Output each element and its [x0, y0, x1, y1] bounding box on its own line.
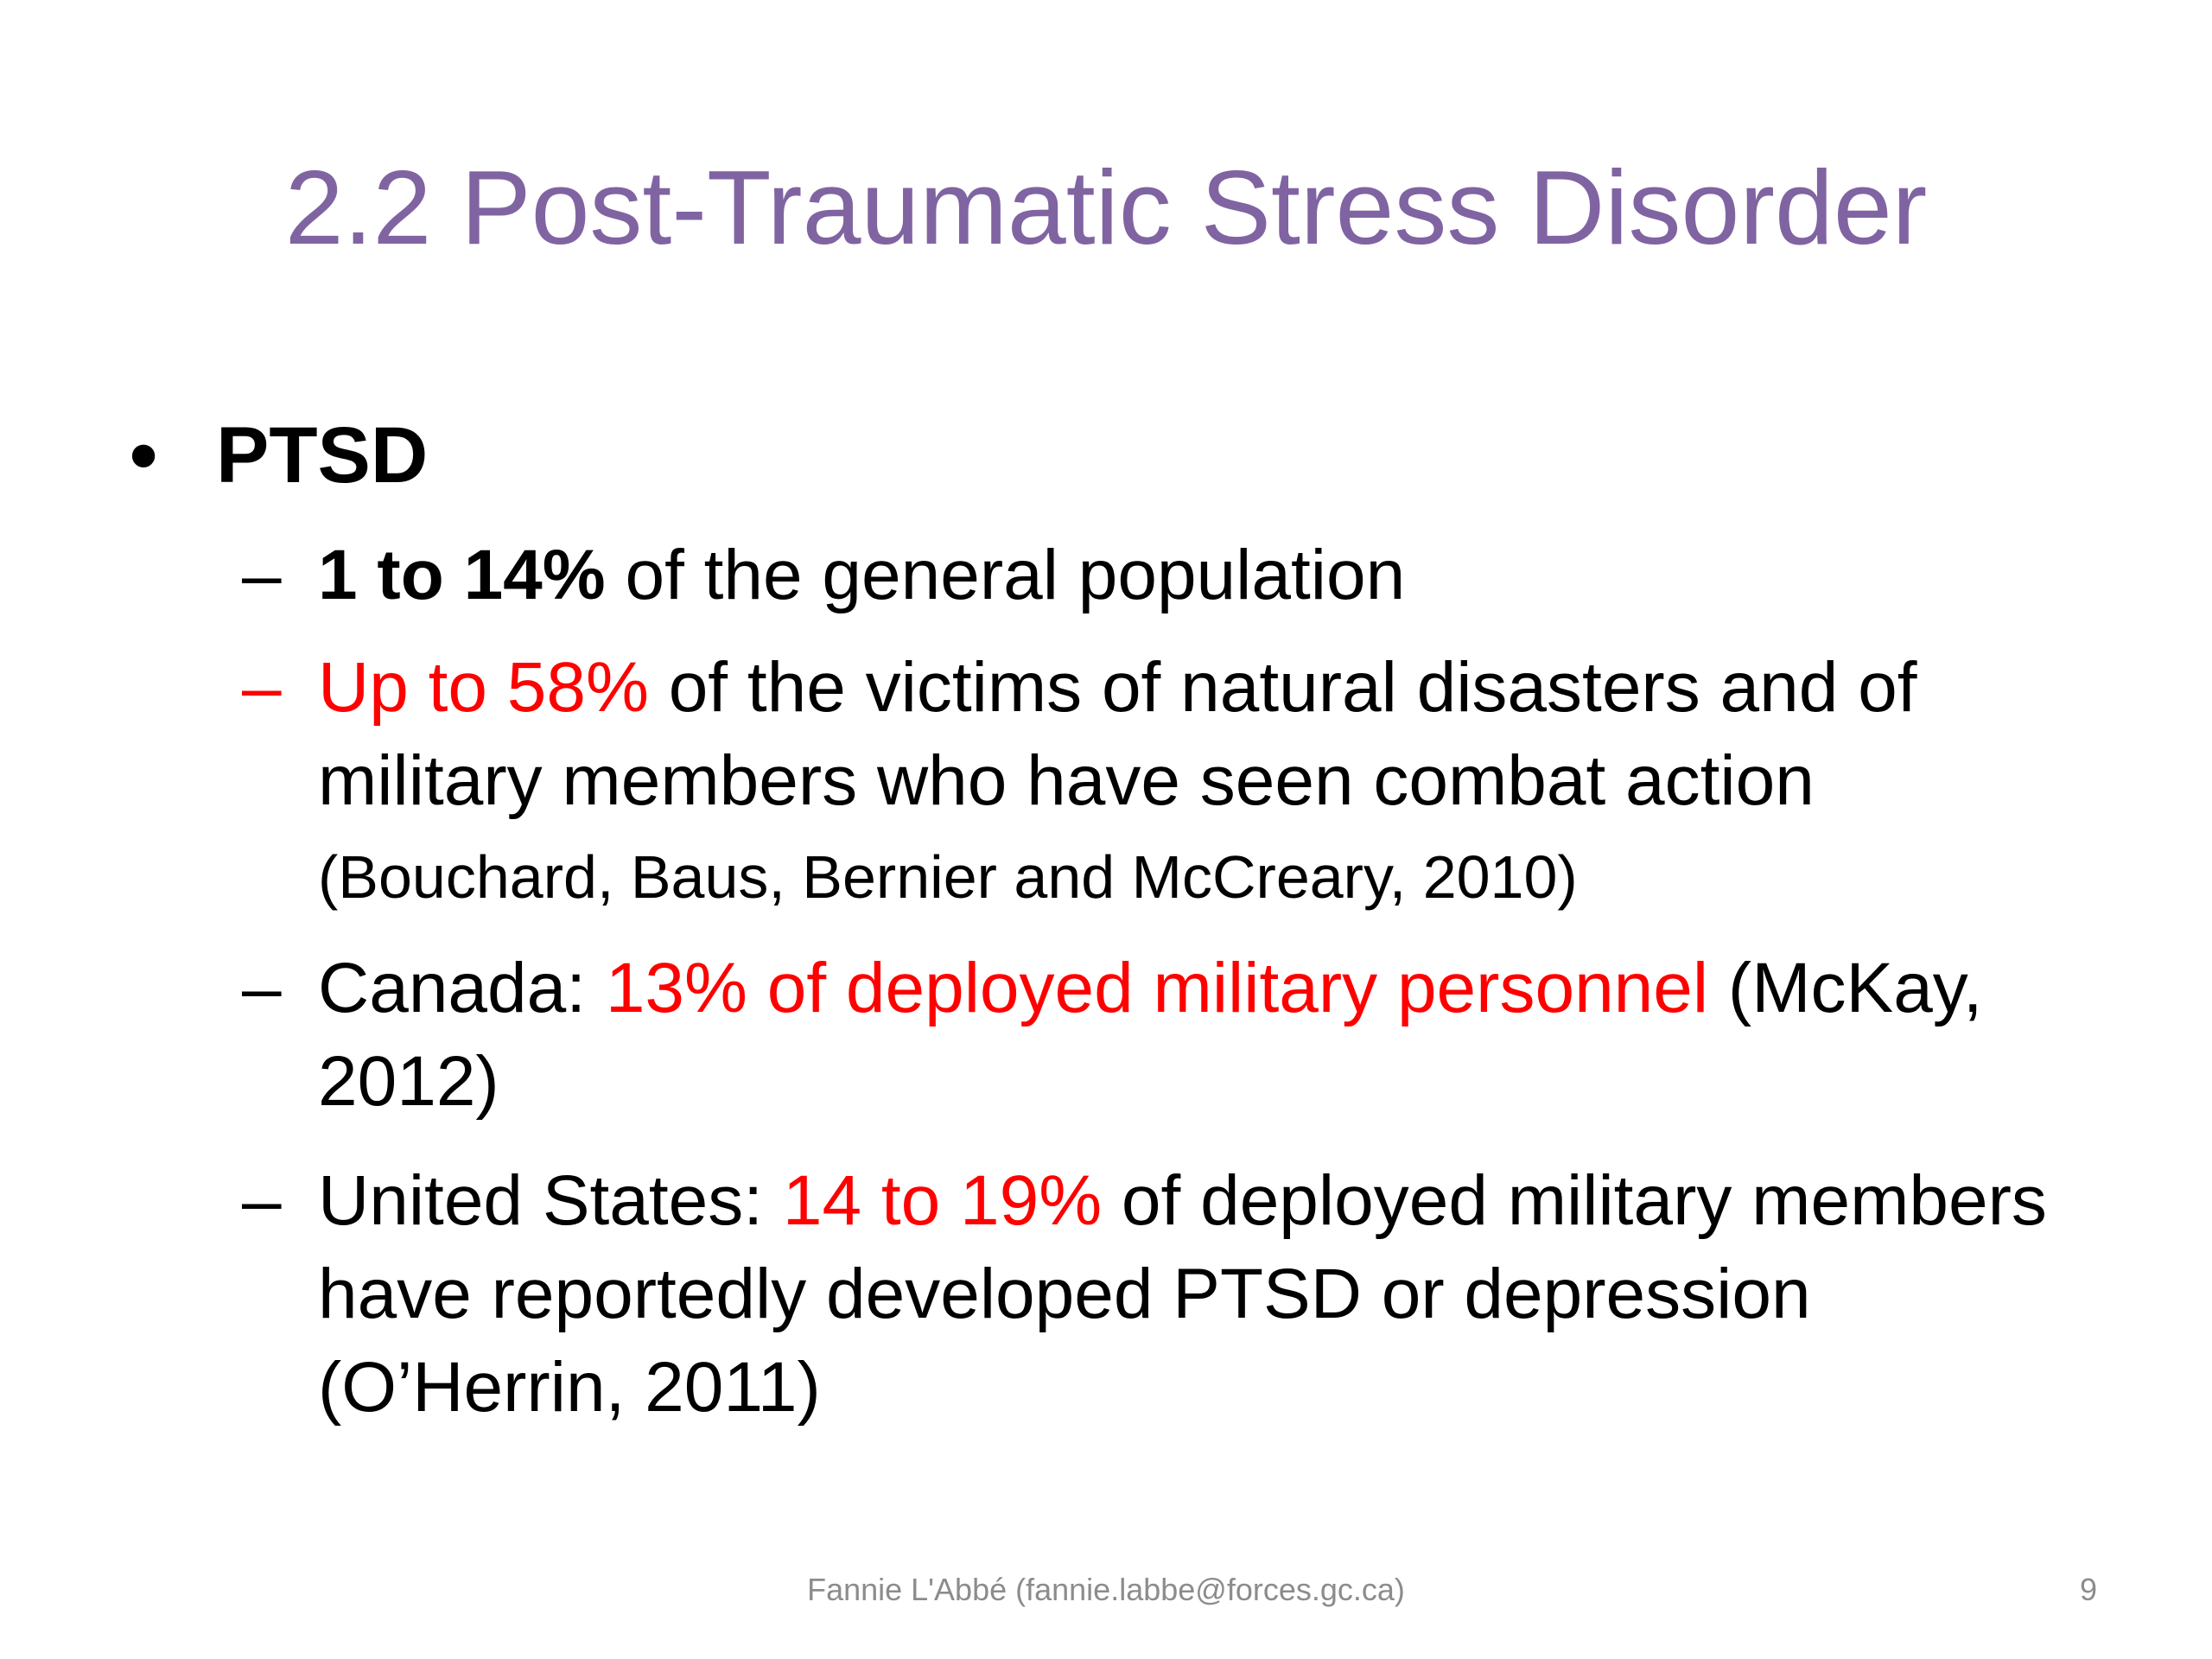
dash-icon: – [242, 648, 282, 727]
bullet-icon: • [130, 411, 158, 499]
stat-highlight: 13% of deployed military personnel [605, 949, 1709, 1027]
bullet-ptsd: • PTSD [130, 399, 428, 512]
slide-footer: Fannie L'Abbé (fannie.labbe@forces.gc.ca… [807, 1572, 1405, 1607]
sub-item-prefix: United States: [318, 1161, 783, 1240]
stat-highlight: Up to 58% [318, 648, 649, 727]
stat-highlight: 14 to 19% [782, 1161, 1103, 1240]
citation: (Bouchard, Baus, Bernier and McCreary, 2… [318, 843, 1578, 911]
sub-item-body: 1 to 14% of the general population [318, 529, 2126, 622]
slide-title: 2.2 Post-Traumatic Stress Disorder [284, 149, 1928, 266]
sub-item-body: Up to 58% of the victims of natural disa… [318, 641, 2126, 924]
sub-item-body: Canada: 13% of deployed military personn… [318, 942, 2126, 1128]
sub-item-text: of the general population [605, 536, 1406, 614]
sub-item-text: of deployed military members have report… [318, 1161, 2047, 1427]
sub-item-united-states: – United States: 14 to 19% of deployed m… [242, 1154, 2126, 1434]
bullet-label: PTSD [216, 411, 429, 499]
dash-icon: – [242, 536, 282, 614]
sub-item-body: United States: 14 to 19% of deployed mil… [318, 1154, 2126, 1434]
sub-item-canada: – Canada: 13% of deployed military perso… [242, 942, 2126, 1128]
sub-item-text: (McKay, 2012) [318, 949, 1983, 1121]
dash-icon: – [242, 949, 282, 1027]
page-number: 9 [2079, 1572, 2097, 1607]
sub-item-natural-disasters: – Up to 58% of the victims of natural di… [242, 641, 2126, 924]
sub-item-general-population: – 1 to 14% of the general population [242, 529, 2126, 622]
stat-bold: 1 to 14% [318, 536, 606, 614]
dash-icon: – [242, 1161, 282, 1240]
sub-item-prefix: Canada: [318, 949, 606, 1027]
sub-item-text: of the victims of natural disasters and … [318, 648, 1917, 820]
